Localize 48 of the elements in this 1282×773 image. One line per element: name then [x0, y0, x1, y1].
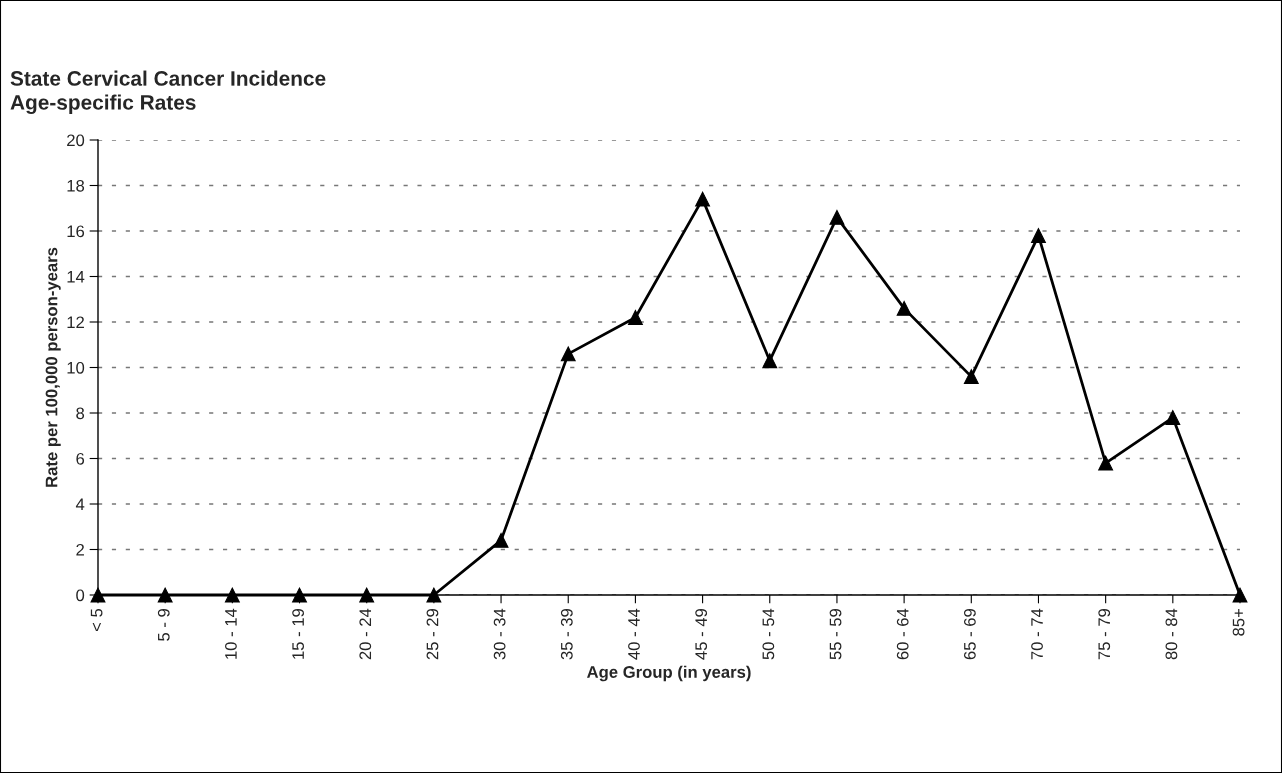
x-tick-label: 5 - 9 [157, 608, 170, 641]
y-tick-label: 6 [76, 452, 85, 465]
x-tick-label: 15 - 19 [292, 608, 304, 659]
point [560, 346, 576, 362]
point [695, 191, 711, 207]
point [426, 587, 442, 603]
y-tick-label: 0 [76, 589, 85, 602]
x-tick-label: 75 - 79 [1098, 608, 1111, 660]
y-tick-label: 20 [67, 134, 85, 147]
x-tick-label: 25 - 29 [426, 608, 439, 660]
x-tick-label: 60 - 64 [896, 608, 909, 660]
point [1165, 410, 1181, 426]
point [493, 532, 509, 548]
y-tick-label: 8 [76, 407, 85, 420]
x-tick-label: 10 - 14 [225, 608, 237, 659]
x-tick-label: 50 - 54 [762, 608, 775, 660]
x-tick-label: 45 - 49 [695, 608, 708, 660]
point [1031, 228, 1046, 244]
point [224, 587, 240, 603]
y-tick-label: 18 [67, 179, 85, 192]
point [1098, 455, 1114, 471]
point [829, 209, 845, 225]
chart-title: State Cervical Cancer Incidence Age-specific Rates [10, 70, 326, 114]
point [627, 309, 643, 325]
y-tick-label: 16 [67, 225, 85, 238]
x-tick-label: 40 - 44 [628, 608, 640, 660]
x-tick-label: 80 - 84 [1165, 608, 1178, 660]
x-tick-label: < 5 [90, 608, 103, 631]
x-tick-label: 35 - 39 [560, 608, 573, 660]
y-tick-label: 2 [76, 543, 84, 556]
point [292, 587, 307, 603]
x-tick-label: 85+ [1232, 609, 1245, 636]
x-tick-label: 70 - 74 [1031, 608, 1043, 660]
x-tick-label: 55 - 59 [829, 608, 842, 660]
y-tick-label: 14 [67, 271, 85, 283]
point [359, 587, 375, 603]
x-tick-label: 65 - 69 [963, 608, 976, 660]
point [896, 300, 912, 316]
y-tick-label: 10 [67, 361, 85, 374]
y-axis-title: Rate per 100,000 person-years [45, 247, 61, 487]
point [762, 353, 778, 369]
x-tick-label: 30 - 34 [493, 608, 506, 660]
y-tick-label: 12 [67, 316, 84, 329]
x-axis-title: Age Group (in years) [587, 665, 751, 682]
x-tick-label: 20 - 24 [359, 608, 372, 660]
point [157, 587, 173, 603]
y-tick-label: 4 [75, 498, 85, 511]
point [963, 369, 979, 385]
